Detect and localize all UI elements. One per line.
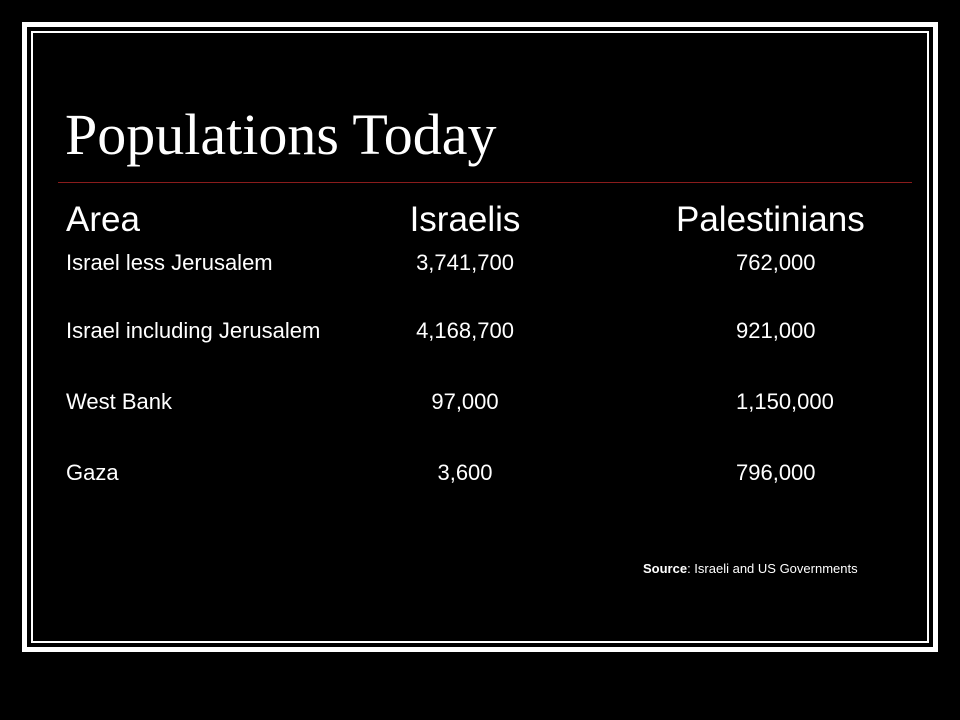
source-text: : Israeli and US Governments xyxy=(687,561,858,576)
israelis-cell: 3,741,700 xyxy=(416,250,514,275)
israelis-cell: 3,600 xyxy=(437,460,493,485)
israelis-cell: 97,000 xyxy=(431,389,499,414)
palestinians-cell: 796,000 xyxy=(736,460,816,485)
header-palestinians: Palestinians xyxy=(676,200,865,239)
title-divider xyxy=(58,182,912,183)
palestinians-cell: 762,000 xyxy=(736,250,816,275)
israelis-cell: 4,168,700 xyxy=(416,318,514,343)
slide-title: Populations Today xyxy=(65,102,497,167)
area-cell: Gaza xyxy=(66,460,119,485)
area-cell: Israel including Jerusalem xyxy=(66,318,321,343)
slide-outer-border xyxy=(22,22,938,652)
slide-inner-border xyxy=(31,31,929,643)
header-israelis: Israelis xyxy=(409,200,521,239)
palestinians-cell: 921,000 xyxy=(736,318,816,343)
header-area: Area xyxy=(66,200,140,239)
area-cell: Israel less Jerusalem xyxy=(66,250,273,275)
source-label: Source xyxy=(643,561,688,576)
source-note: Source: Israeli and US Governments xyxy=(643,561,858,577)
area-cell: West Bank xyxy=(66,389,172,414)
palestinians-cell: 1,150,000 xyxy=(736,389,834,414)
